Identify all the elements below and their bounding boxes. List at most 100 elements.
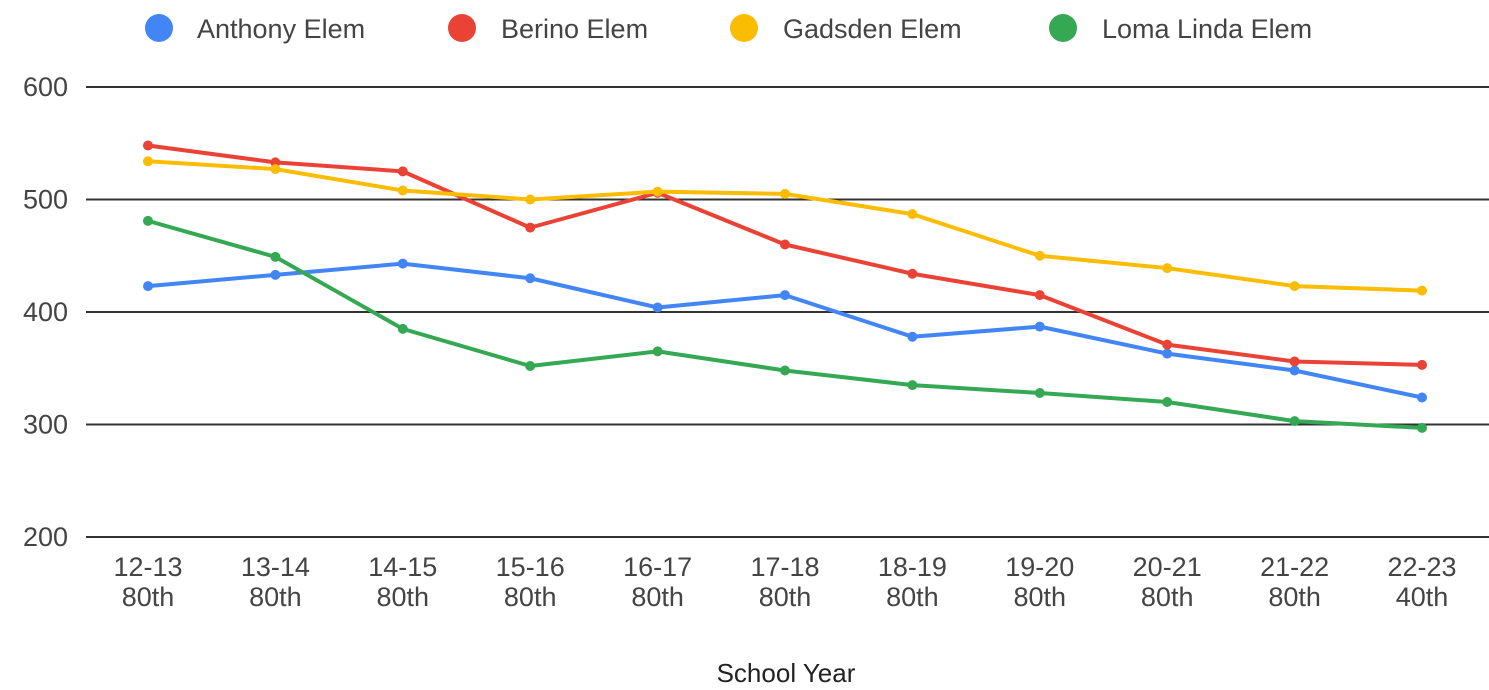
- x-tick-label-year: 12-13: [113, 552, 182, 582]
- data-point-anthony-elem-0: [143, 281, 153, 292]
- legend-item-berino-elem: Berino Elem: [448, 14, 648, 44]
- x-tick-label-year: 19-20: [1005, 552, 1074, 582]
- data-point-gadsden-elem-5: [780, 188, 790, 199]
- x-tick-label-year: 22-23: [1387, 552, 1456, 582]
- data-point-anthony-elem-7: [1034, 321, 1045, 332]
- data-point-anthony-elem-1: [270, 269, 281, 280]
- legend-label: Gadsden Elem: [783, 14, 962, 44]
- x-tick-label-year: 20-21: [1133, 552, 1202, 582]
- legend-marker: [448, 14, 476, 42]
- data-point-berino-elem-9: [1289, 356, 1300, 367]
- legend-item-loma-linda-elem: Loma Linda Elem: [1049, 14, 1312, 44]
- data-point-gadsden-elem-7: [1034, 250, 1045, 261]
- legend-marker: [1049, 14, 1077, 42]
- data-point-berino-elem-7: [1034, 290, 1045, 301]
- data-point-loma-linda-elem-1: [270, 251, 281, 262]
- x-tick-label-year: 15-16: [496, 552, 565, 582]
- data-point-gadsden-elem-3: [525, 194, 536, 205]
- data-point-anthony-elem-4: [652, 302, 663, 313]
- gridlines: [86, 86, 1489, 538]
- data-point-gadsden-elem-6: [907, 209, 918, 220]
- legend-marker: [145, 14, 173, 42]
- legend-item-anthony-elem: Anthony Elem: [145, 14, 365, 44]
- data-point-berino-elem-3: [525, 222, 536, 233]
- data-point-anthony-elem-8: [1162, 348, 1173, 359]
- data-point-anthony-elem-9: [1289, 365, 1300, 376]
- series-berino-elem: [143, 140, 1427, 370]
- x-tick-label-year: 16-17: [623, 552, 692, 582]
- data-point-berino-elem-10: [1417, 359, 1427, 370]
- y-tick-label-400: 400: [23, 297, 68, 327]
- legend-item-gadsden-elem: Gadsden Elem: [730, 14, 962, 44]
- x-tick-label-year: 13-14: [241, 552, 310, 582]
- x-tick-label-percentile: 80th: [122, 582, 175, 612]
- data-point-gadsden-elem-4: [652, 186, 663, 197]
- data-point-anthony-elem-5: [780, 290, 790, 301]
- data-point-loma-linda-elem-3: [525, 361, 536, 371]
- y-axis-ticks: 200 300 400 500 600: [23, 72, 68, 552]
- x-tick-label-percentile: 80th: [759, 582, 812, 612]
- x-tick-label-year: 18-19: [878, 552, 947, 582]
- series-gadsden-elem: [143, 156, 1427, 296]
- x-tick-label-percentile: 80th: [249, 582, 302, 612]
- data-point-loma-linda-elem-4: [652, 346, 663, 357]
- data-point-loma-linda-elem-0: [143, 215, 153, 226]
- x-tick-label-percentile: 80th: [1014, 582, 1067, 612]
- data-point-loma-linda-elem-9: [1289, 416, 1300, 427]
- data-point-loma-linda-elem-7: [1034, 388, 1045, 398]
- x-tick-label-year: 21-22: [1260, 552, 1329, 582]
- y-tick-label-600: 600: [23, 72, 68, 102]
- x-tick-label-year: 14-15: [368, 552, 437, 582]
- data-point-gadsden-elem-8: [1162, 263, 1173, 274]
- x-tick-label-percentile: 80th: [886, 582, 939, 612]
- data-point-berino-elem-2: [397, 166, 408, 177]
- data-point-anthony-elem-6: [907, 331, 918, 342]
- data-point-loma-linda-elem-2: [397, 323, 408, 334]
- data-point-gadsden-elem-9: [1289, 281, 1300, 292]
- data-point-loma-linda-elem-8: [1162, 397, 1173, 407]
- data-point-gadsden-elem-0: [143, 156, 153, 167]
- x-tick-label-year: 17-18: [750, 552, 819, 582]
- data-point-loma-linda-elem-10: [1417, 422, 1427, 433]
- data-point-anthony-elem-2: [397, 258, 408, 269]
- data-point-berino-elem-0: [143, 140, 153, 151]
- data-point-berino-elem-8: [1162, 339, 1173, 350]
- legend-label: Anthony Elem: [197, 14, 365, 44]
- x-axis-ticks: 12-1380th13-1480th14-1580th15-1680th16-1…: [113, 552, 1456, 612]
- data-point-berino-elem-5: [780, 239, 790, 250]
- data-point-loma-linda-elem-6: [907, 380, 918, 391]
- legend-label: Loma Linda Elem: [1102, 14, 1312, 44]
- y-tick-label-200: 200: [23, 522, 68, 552]
- legend-label: Berino Elem: [501, 14, 648, 44]
- data-point-gadsden-elem-2: [397, 185, 408, 196]
- legend-marker: [730, 14, 758, 42]
- series-loma-linda-elem: [143, 215, 1427, 433]
- data-point-anthony-elem-10: [1417, 392, 1427, 403]
- data-point-anthony-elem-3: [525, 273, 536, 284]
- x-tick-label-percentile: 80th: [631, 582, 684, 612]
- x-axis-title: School Year: [717, 658, 856, 685]
- data-point-loma-linda-elem-5: [780, 365, 790, 376]
- y-tick-label-300: 300: [23, 410, 68, 440]
- x-tick-label-percentile: 80th: [504, 582, 557, 612]
- series-line-loma-linda-elem: [146, 218, 1424, 430]
- data-point-gadsden-elem-1: [270, 164, 281, 175]
- x-tick-label-percentile: 40th: [1396, 582, 1449, 612]
- legend: Anthony Elem Berino Elem Gadsden Elem Loma …: [145, 14, 1312, 44]
- data-point-berino-elem-6: [907, 268, 918, 279]
- series-layer: [143, 140, 1427, 433]
- series-line-anthony-elem: [146, 261, 1424, 400]
- y-tick-label-500: 500: [23, 185, 68, 215]
